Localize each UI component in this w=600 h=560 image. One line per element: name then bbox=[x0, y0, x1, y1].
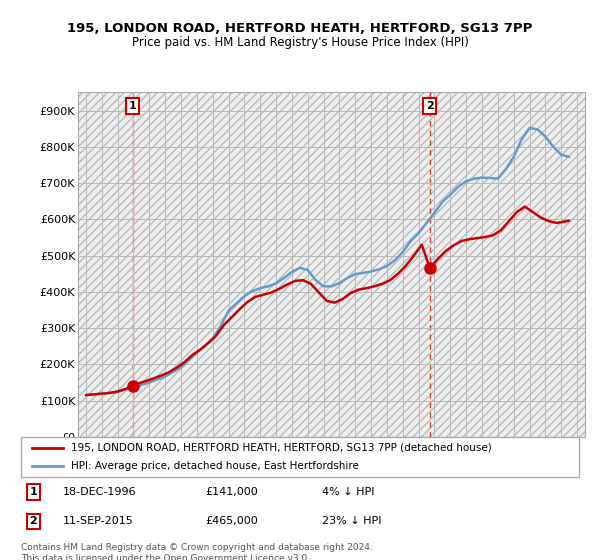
Text: £465,000: £465,000 bbox=[205, 516, 258, 526]
FancyBboxPatch shape bbox=[21, 437, 579, 477]
Text: 4% ↓ HPI: 4% ↓ HPI bbox=[322, 487, 375, 497]
Text: 2: 2 bbox=[426, 101, 434, 111]
Text: HPI: Average price, detached house, East Hertfordshire: HPI: Average price, detached house, East… bbox=[71, 461, 359, 471]
Text: 2: 2 bbox=[29, 516, 37, 526]
Text: 23% ↓ HPI: 23% ↓ HPI bbox=[322, 516, 382, 526]
Text: £141,000: £141,000 bbox=[205, 487, 258, 497]
Text: 1: 1 bbox=[129, 101, 137, 111]
Text: Price paid vs. HM Land Registry's House Price Index (HPI): Price paid vs. HM Land Registry's House … bbox=[131, 36, 469, 49]
Text: 18-DEC-1996: 18-DEC-1996 bbox=[63, 487, 136, 497]
Text: 11-SEP-2015: 11-SEP-2015 bbox=[63, 516, 134, 526]
Text: 1: 1 bbox=[29, 487, 37, 497]
Text: 195, LONDON ROAD, HERTFORD HEATH, HERTFORD, SG13 7PP: 195, LONDON ROAD, HERTFORD HEATH, HERTFO… bbox=[67, 22, 533, 35]
Text: 195, LONDON ROAD, HERTFORD HEATH, HERTFORD, SG13 7PP (detached house): 195, LONDON ROAD, HERTFORD HEATH, HERTFO… bbox=[71, 443, 492, 452]
Text: Contains HM Land Registry data © Crown copyright and database right 2024.
This d: Contains HM Land Registry data © Crown c… bbox=[21, 543, 373, 560]
